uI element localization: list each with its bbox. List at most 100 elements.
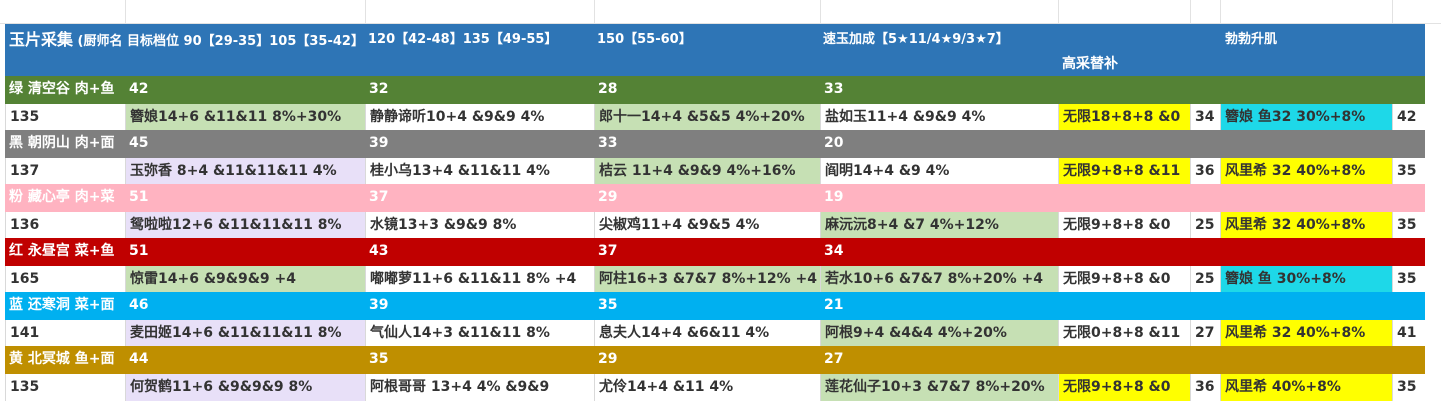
chef-slot-1: 鸳啦啦12+6 &11&11&11 8% [125,212,365,239]
chef-slot-4: 阎明14+4 &9 4% [820,158,1058,185]
header-target-label: 目标档位 90【29-35】105【35-42】 [127,34,364,49]
bobo-value: 35 [1392,266,1425,293]
chef-row: 136 鸳啦啦12+6 &11&11&11 8% 水镜13+3 &9&9 8% 尖椒鸡… [5,212,1425,239]
chef-row: 135 簪娘14+6 &11&11 8%+30% 静静谛听10+4 &9&9 4% 郎… [5,104,1425,131]
header-col-150: 150【55-60】 [597,32,692,47]
header-row: 玉片采集 (厨师名 目标档位 90【29-35】105【35-42】 120【4… [5,24,1425,76]
bobo-chef: 风里希 40%+8% [1220,374,1392,401]
chef-row: 165 惊雷14+6 &9&9&9 +4 嘟嘟萝11+6 &11&11 8% +4 阿… [5,266,1425,293]
chef-slot-1: 何贺鹤11+6 &9&9&9 8% [125,374,365,401]
target-t3: 29 [598,189,618,205]
sheet-title: 玉片采集 [9,30,74,49]
chef-slot-1: 玉弥香 8+4 &11&11&11 4% [125,158,365,185]
chef-slot-3: 阿柱16+3 &7&7 8%+12% +4 [594,266,820,293]
bobo-chef: 簪娘 鱼32 30%+8% [1220,104,1392,131]
chef-slot-4: 若水10+6 &7&7 8%+20% +4 [820,266,1058,293]
grid-line [365,0,366,24]
bobo-value: 35 [1392,158,1425,185]
substitute-value: 36 [1190,158,1220,185]
substitute-chef: 无限9+8+8 &0 [1058,374,1190,401]
category-row: 绿 清空谷 肉+鱼 42 32 28 33 [5,76,1425,104]
chef-slot-4: 莲花仙子10+3 &7&7 8%+20% [820,374,1058,401]
header-col-120: 120【42-48】135【49-55】 [368,32,558,47]
total-count: 135 [5,374,125,401]
target-t3: 28 [598,81,618,97]
target-t2: 35 [369,351,389,367]
chef-slot-4: 阿根9+4 &4&4 4%+20% [820,320,1058,347]
category-row: 黄 北冥城 鱼+面 44 35 29 27 [5,346,1425,374]
chef-slot-3: 郎十一14+4 &5&5 4%+20% [594,104,820,131]
target-t1: 51 [129,243,149,259]
bobo-chef: 风里希 32 40%+8% [1220,212,1392,239]
grid-line [1220,0,1221,24]
chef-slot-3: 尤伶14+4 &11 4% [594,374,820,401]
group-name: 黄 北冥城 鱼+面 [9,351,115,367]
chef-slot-2: 嘟嘟萝11+6 &11&11 8% +4 [365,266,594,293]
substitute-value: 27 [1190,320,1220,347]
chef-slot-2: 桂小乌13+4 &11&11 4% [365,158,594,185]
bobo-value: 42 [1392,104,1425,131]
target-t2: 39 [369,297,389,313]
grid-line [820,0,821,24]
bobo-chef: 簪娘 鱼 30%+8% [1220,266,1392,293]
chef-slot-3: 桔云 11+4 &9&9 4%+16% [594,158,820,185]
bobo-chef: 风里希 32 40%+8% [1220,320,1392,347]
substitute-value: 36 [1190,374,1220,401]
chef-row: 137 玉弥香 8+4 &11&11&11 4% 桂小乌13+4 &11&11 4%… [5,158,1425,185]
header-chef-label: (厨师名 [77,34,123,49]
target-t4: 33 [824,81,844,97]
substitute-chef: 无限9+8+8 &11 [1058,158,1190,185]
substitute-chef: 无限18+8+8 &0 [1058,104,1190,131]
target-t4: 27 [824,351,844,367]
chef-row: 141 麦田姬14+6 &11&11&11 8% 气仙人14+3 &11&11 8%… [5,320,1425,347]
chef-row: 135 何贺鹤11+6 &9&9&9 8% 阿根哥哥 13+4 4% &9&9 尤伶1… [5,374,1425,401]
substitute-chef: 无限9+8+8 &0 [1058,266,1190,293]
total-count: 141 [5,320,125,347]
grid-line [1392,0,1393,24]
category-row: 红 永昼宫 菜+鱼 51 43 37 34 [5,238,1425,266]
chef-slot-3: 息夫人14+4 &6&11 4% [594,320,820,347]
chef-slot-2: 静静谛听10+4 &9&9 4% [365,104,594,131]
chef-slot-1: 簪娘14+6 &11&11 8%+30% [125,104,365,131]
chef-slot-4: 麻沅沅8+4 &7 4%+12% [820,212,1058,239]
chef-slot-1: 惊雷14+6 &9&9&9 +4 [125,266,365,293]
bobo-chef: 风里希 32 40%+8% [1220,158,1392,185]
target-t4: 20 [824,135,844,151]
header-col-gaocai: 高采替补 [1062,56,1118,72]
chef-slot-2: 气仙人14+3 &11&11 8% [365,320,594,347]
header-title-cell: 玉片采集 (厨师名 目标档位 90【29-35】105【35-42】 [5,24,375,76]
total-count: 135 [5,104,125,131]
target-t1: 46 [129,297,149,313]
group-name: 绿 清空谷 肉+鱼 [9,81,115,97]
target-t1: 42 [129,81,149,97]
total-count: 137 [5,158,125,185]
target-t2: 32 [369,81,389,97]
bobo-value: 41 [1392,320,1425,347]
total-count: 165 [5,266,125,293]
bobo-value: 35 [1392,212,1425,239]
category-row: 粉 藏心亭 肉+菜 51 37 29 19 [5,184,1425,212]
group-name: 红 永昼宫 菜+鱼 [9,243,115,259]
target-t4: 34 [824,243,844,259]
grid-line [1190,0,1191,24]
target-t2: 37 [369,189,389,205]
target-t2: 39 [369,135,389,151]
bobo-value: 35 [1392,374,1425,401]
target-t3: 35 [598,297,618,313]
target-t3: 33 [598,135,618,151]
grid-line [125,0,126,24]
target-t1: 44 [129,351,149,367]
substitute-value: 25 [1190,266,1220,293]
substitute-value: 25 [1190,212,1220,239]
substitute-chef: 无限9+8+8 &0 [1058,212,1190,239]
group-name: 蓝 还寒洞 菜+面 [9,297,115,313]
target-t3: 29 [598,351,618,367]
substitute-value: 34 [1190,104,1220,131]
category-row: 黑 朝阴山 肉+面 45 39 33 20 [5,130,1425,158]
chef-slot-1: 麦田姬14+6 &11&11&11 8% [125,320,365,347]
substitute-chef: 无限0+8+8 &11 [1058,320,1190,347]
grid-line [594,0,595,24]
target-t2: 43 [369,243,389,259]
category-row: 蓝 还寒洞 菜+面 46 39 35 21 [5,292,1425,320]
